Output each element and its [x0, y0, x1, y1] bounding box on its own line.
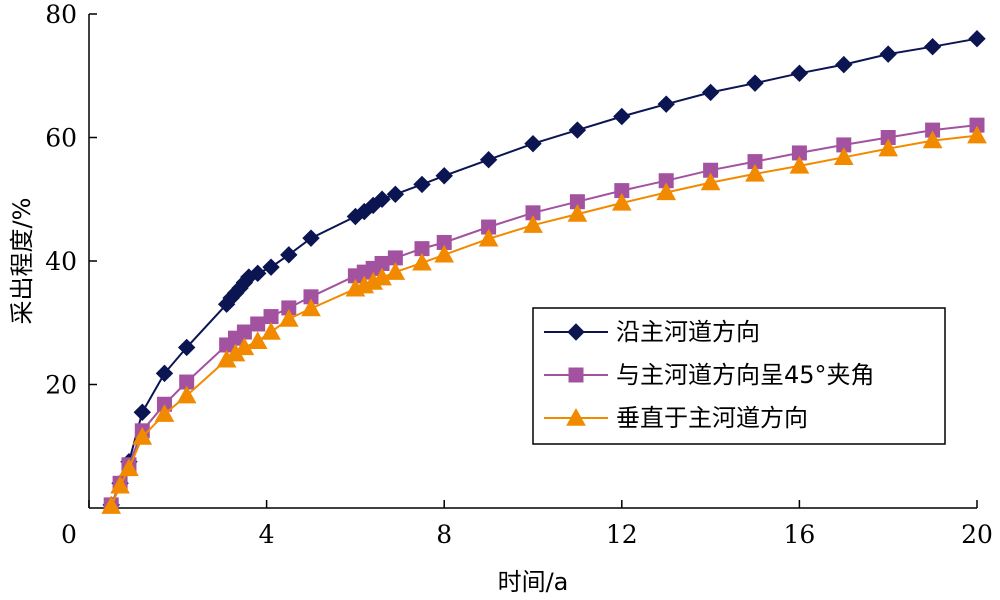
series-3-point [110, 475, 130, 494]
series-1-point [479, 151, 498, 169]
series-1-point [155, 364, 174, 383]
legend-label-1: 沿主河道方向 [616, 318, 760, 346]
series-3-point [922, 130, 943, 149]
series-1-point [657, 95, 675, 113]
legend-marker-1 [567, 323, 585, 341]
series-3-point [700, 172, 721, 191]
series-3-point [878, 138, 899, 157]
series-3-point [372, 267, 392, 286]
series-1-point [613, 107, 631, 126]
x-axis-title: 时间/a [498, 568, 569, 596]
series-1-point [568, 121, 587, 139]
series-3-point [523, 215, 543, 233]
series-1-point [435, 167, 453, 185]
x-tick-label: 8 [436, 520, 452, 549]
series-1-point [386, 185, 405, 204]
x-tick-label: 0 [61, 520, 77, 549]
y-axis-title: 采出程度/% [8, 198, 36, 325]
series-1-point [249, 264, 267, 283]
y-tick-label: 40 [45, 247, 77, 276]
series-3-point [789, 155, 810, 174]
series-3-point [967, 125, 987, 144]
series-1-point [968, 29, 986, 48]
labels-layer: 时间/a 采出程度/% [8, 198, 568, 596]
series-2-point [236, 324, 252, 340]
series-1-point [879, 45, 897, 63]
series-1-point [177, 338, 196, 357]
series-3-point [247, 331, 268, 349]
series-3-point [301, 298, 321, 317]
series-3-point [478, 228, 499, 247]
series-3-point [611, 192, 632, 211]
series-3-point [132, 426, 153, 445]
series-layer [101, 29, 987, 514]
x-tick-label: 16 [783, 520, 815, 549]
y-tick-label: 60 [45, 124, 77, 153]
series-1-point [790, 64, 809, 82]
series-3-point [278, 309, 299, 327]
axes: 0 4 8 12 16 20 20 40 60 80 [45, 0, 993, 549]
series-1-point [302, 229, 320, 247]
series-3-point [745, 163, 765, 182]
y-tick-label: 80 [45, 0, 77, 29]
series-3-point [176, 385, 197, 404]
y-tick-label: 20 [45, 371, 77, 400]
series-1-point [262, 258, 280, 276]
series-3-point [412, 252, 432, 271]
series-3-point [119, 458, 139, 477]
x-tick-label: 12 [606, 520, 638, 549]
series-3-point [833, 147, 854, 165]
x-tick-label: 20 [961, 520, 993, 549]
series-3-point [154, 404, 175, 422]
series-1-point [746, 74, 764, 92]
series-3-point [261, 321, 281, 340]
series-1-point [524, 134, 542, 153]
series-3-point [567, 204, 588, 222]
series-3-point [656, 182, 677, 201]
series-1-point [280, 246, 298, 264]
series-3-point [385, 262, 406, 280]
series-3-point [434, 244, 455, 263]
series-1-point [701, 83, 720, 102]
legend-marker-3 [566, 407, 586, 426]
series-2-point [250, 316, 266, 332]
series-1-point [413, 175, 431, 194]
legend-label-2: 与主河道方向呈45°夹角 [616, 361, 875, 389]
legend-marker-2 [568, 367, 584, 383]
series-3 [101, 125, 987, 514]
series-1-point [835, 55, 853, 74]
series-1-point [923, 38, 942, 56]
series-1-point [373, 190, 391, 208]
series-3-point [101, 496, 122, 514]
series-3-point [234, 337, 255, 356]
series-1-point [133, 403, 151, 421]
legend-label-3: 垂直于主河道方向 [616, 404, 808, 432]
x-tick-label: 4 [259, 520, 275, 549]
series-2-point [263, 309, 279, 325]
